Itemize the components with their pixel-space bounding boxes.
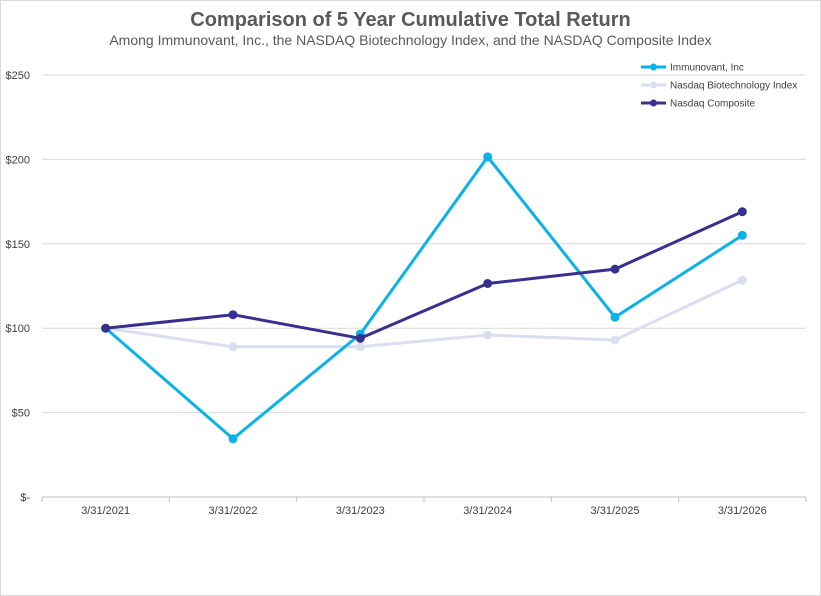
legend: Immunovant, Inc Nasdaq Biotechnology Inde… bbox=[641, 63, 797, 110]
data-point bbox=[737, 207, 747, 217]
legend-label: Nasdaq Biotechnology Index bbox=[670, 81, 797, 92]
series-line bbox=[105, 210, 743, 340]
x-tick-label: 3/31/2024 bbox=[463, 505, 512, 517]
chart-title: Comparison of 5 Year Cumulative Total Re… bbox=[190, 9, 631, 31]
data-point bbox=[483, 152, 493, 162]
y-tick-label: $100 bbox=[6, 323, 30, 335]
series-line bbox=[104, 155, 744, 441]
x-tick-label: 3/31/2021 bbox=[81, 505, 130, 517]
legend-swatch-marker bbox=[650, 63, 657, 71]
legend-swatch-marker bbox=[650, 81, 657, 89]
x-tick-label: 3/31/2023 bbox=[336, 505, 385, 517]
data-point bbox=[355, 333, 365, 343]
data-point bbox=[610, 264, 620, 274]
legend-swatch-marker bbox=[650, 99, 657, 107]
chart-subtitle: Among Immunovant, Inc., the NASDAQ Biote… bbox=[109, 32, 712, 48]
data-point bbox=[228, 434, 238, 444]
data-point bbox=[355, 342, 365, 352]
y-axis-ticks: $- $50 $100 $150 $200 $250 bbox=[6, 70, 31, 504]
data-point bbox=[737, 275, 747, 285]
x-tick-label: 3/31/2022 bbox=[209, 505, 258, 517]
data-point bbox=[228, 310, 238, 320]
legend-label: Immunovant, Inc bbox=[670, 63, 744, 74]
data-point bbox=[101, 323, 111, 333]
y-tick-label: $200 bbox=[6, 154, 30, 166]
data-point bbox=[228, 342, 238, 352]
legend-label: Nasdaq Composite bbox=[670, 99, 755, 110]
data-point bbox=[610, 312, 620, 322]
x-tick-label: 3/31/2025 bbox=[591, 505, 640, 517]
x-tick-label: 3/31/2026 bbox=[718, 505, 767, 517]
series-group bbox=[101, 152, 747, 444]
data-point bbox=[483, 278, 493, 288]
y-tick-label: $50 bbox=[12, 408, 30, 420]
y-tick-label: $150 bbox=[6, 239, 30, 251]
data-point bbox=[610, 335, 620, 345]
data-point bbox=[483, 330, 493, 340]
y-tick-label: $250 bbox=[6, 70, 30, 82]
data-point bbox=[737, 230, 747, 240]
gridlines bbox=[42, 74, 806, 498]
series-line bbox=[105, 278, 743, 349]
x-axis-ticks: 3/31/2021 3/31/2022 3/31/2023 3/31/2024 3/31… bbox=[41, 497, 807, 517]
y-tick-label: $- bbox=[20, 492, 30, 504]
